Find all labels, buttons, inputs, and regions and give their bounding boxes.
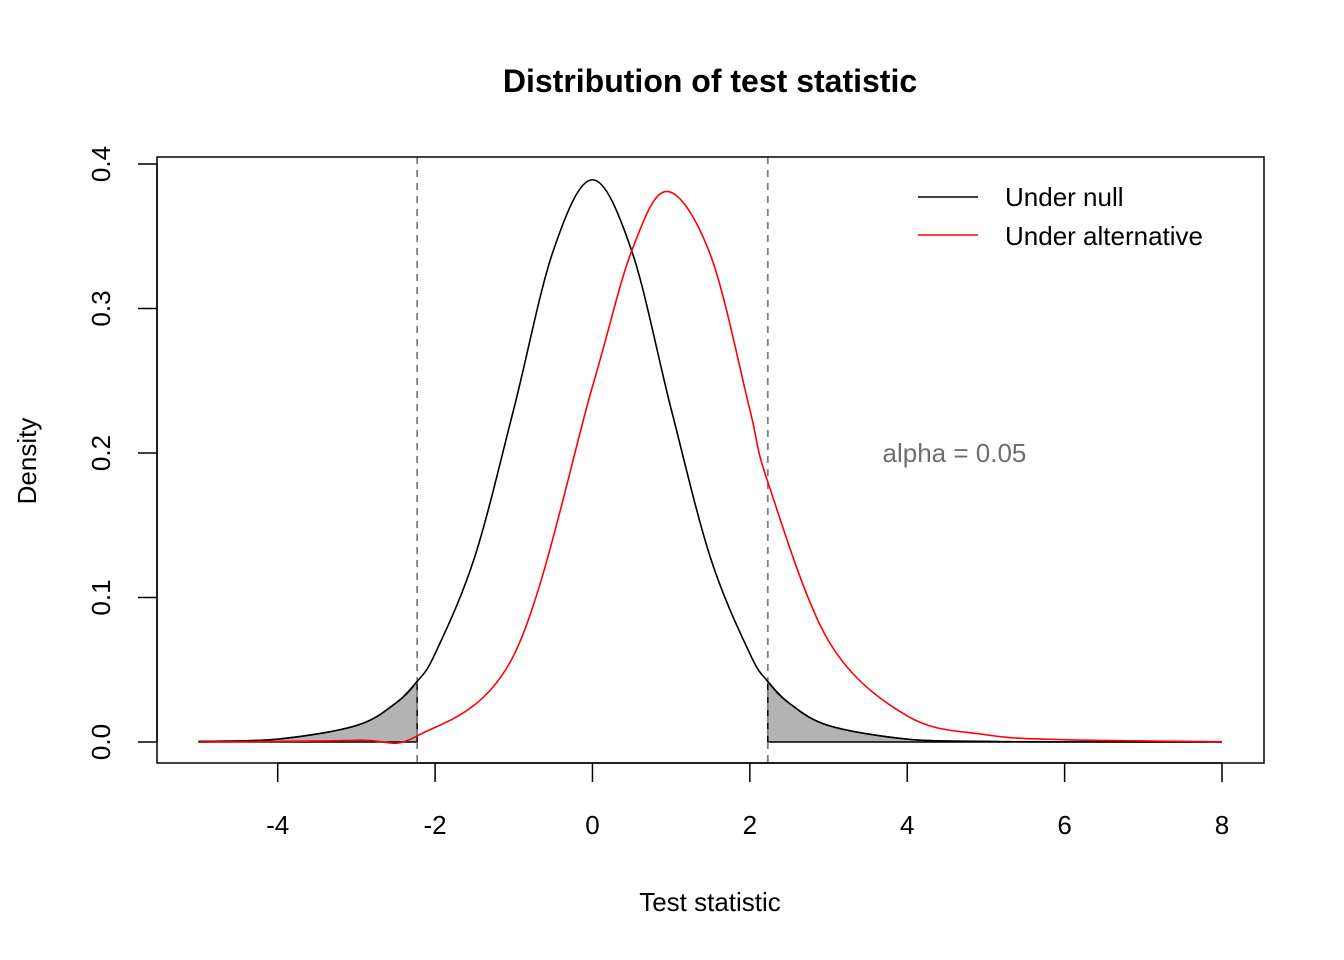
alpha-annotation: alpha = 0.05 [883,438,1027,468]
rejection-region-layer [198,679,1223,743]
x-tick-label: -2 [424,810,447,840]
y-tick-label: 0.0 [86,724,116,760]
y-tick-label: 0.4 [86,146,116,182]
y-tick-label: 0.3 [86,290,116,326]
x-axis-title: Test statistic [639,887,781,917]
x-tick-label: 2 [743,810,757,840]
x-tick-label: 0 [585,810,599,840]
legend: Under null Under alternative [918,182,1203,251]
x-tick-label: 4 [900,810,914,840]
y-tick-label: 0.1 [86,579,116,615]
x-tick-label: 8 [1215,810,1229,840]
legend-label-under-alternative: Under alternative [1005,221,1203,251]
y-tick-label: 0.2 [86,435,116,471]
x-tick-label: -4 [266,810,289,840]
density-curves [198,178,1223,745]
y-axis: 0.0 0.1 0.2 0.3 0.4 [86,146,158,760]
x-tick-label: 6 [1057,810,1071,840]
series-line-under-alternative [198,190,1223,745]
x-axis: -4 -2 0 2 4 6 8 [266,762,1229,840]
series-line-under-null [198,178,1223,743]
critical-value-lines [416,157,769,763]
y-axis-title: Density [12,418,42,505]
rejection-region-right [767,679,1223,743]
legend-label-under-null: Under null [1005,182,1124,212]
chart-title: Distribution of test statistic [503,63,917,99]
